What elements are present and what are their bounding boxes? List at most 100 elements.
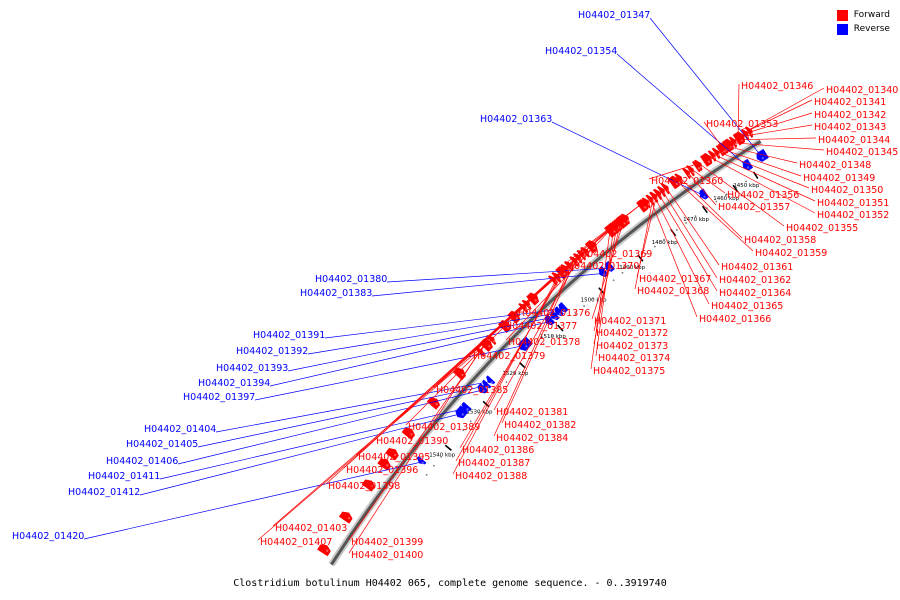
forward-gene-block-shine [394,453,397,457]
forward-gene-leader [348,344,485,554]
legend-reverse-label: Reverse [853,24,890,34]
forward-gene-shine [717,153,721,157]
forward-gene-label: H04402_01344 [818,135,890,146]
forward-gene-label: H04402_01343 [814,122,886,133]
forward-gene-leader [715,150,810,189]
forward-gene-leader [661,188,718,279]
forward-gene-label: H04402_01396 [346,465,418,476]
kbp-tick-label: 1500 kbp [581,297,607,303]
minor-tick [653,245,656,248]
forward-gene-leader [657,191,718,292]
minor-tick [715,200,718,203]
reverse-gene-leader [616,53,748,167]
forward-gene-label: H04402_01385 [436,385,508,396]
forward-gene-leader [698,162,785,227]
reverse-gene-leader [269,321,550,387]
genome-backbone [328,138,763,567]
kbp-tick-label: 1450 kbp [733,183,759,189]
reverse-gene-label: H04402_01420 [12,531,84,542]
minor-tick [440,455,442,458]
forward-gene-block [667,175,680,190]
minor-tick [685,222,688,224]
forward-gene-block [426,397,441,410]
forward-gene-block [452,367,467,381]
kbp-tick-label: 1480 kbp [652,240,678,246]
reverse-gene-label: H04402_01347 [578,10,650,21]
forward-gene-leader [648,163,697,180]
forward-gene-block-shine [563,272,566,276]
forward-gene-shine [583,255,586,258]
forward-gene-shine [723,149,726,153]
gene-labels: H04402_01347 H04402_01354 H04402_01363 H044… [12,10,898,561]
forward-gene-label: H04402_01395 [358,452,430,463]
forward-gene-label: H04402_01398 [328,481,400,492]
minor-tick [724,194,727,196]
legend: Forward Reverse [836,8,890,36]
kbp-tick [444,444,452,451]
forward-gene-shine [528,304,531,308]
forward-gene-shine [734,142,737,146]
forward-gene-leader [744,99,813,133]
genome-caption: Clostridium botulinum H04402 065, comple… [233,578,667,589]
reverse-gene-label: H04402_01397 [183,392,255,403]
minor-tick [574,312,577,315]
minor-tick [462,429,465,432]
forward-gene-leader [653,194,710,305]
forward-gene-label: H04402_01376 [518,308,590,319]
reverse-gene-shine [466,408,469,411]
forward-gene-label: H04402_01358 [744,235,816,246]
forward-gene-block-shine [370,484,373,488]
forward-gene-label: H04402_01373 [596,341,668,352]
forward-gene-label: H04402_01359 [755,248,827,259]
forward-gene-label: H04402_01357 [718,202,790,213]
forward-gene-block-shine [326,549,329,552]
reverse-gene-leader [307,312,559,355]
forward-gene-block [732,131,745,146]
forward-gene-label: H04402_01372 [596,328,668,339]
forward-gene-label: H04402_01377 [505,321,577,332]
reverse-gene-leader [139,413,462,496]
forward-gene-label: H04402_01390 [376,436,448,447]
kbp-tick [637,254,644,262]
minor-tick [497,389,500,392]
kbp-tick [701,205,708,214]
forward-gene-label: H04402_01371 [594,316,666,327]
forward-gene-block [605,223,618,237]
forward-gene-block [636,199,649,213]
minor-tick [621,271,624,274]
forward-gene-leader [348,340,488,541]
forward-gene-leader [649,197,698,318]
forward-gene-label: H04402_01361 [721,262,793,273]
forward-gene-block-shine [488,345,491,348]
forward-gene-block-shine [515,317,519,320]
forward-gene [682,167,691,180]
forward-gene-leader [748,87,825,130]
forward-gene-label: H04402_01382 [504,420,576,431]
reverse-gene-leader [177,389,483,465]
reverse-gene-shine [461,413,465,416]
reverse-gene-label: H04402_01405 [126,439,198,450]
forward-gene-leader [505,223,617,341]
forward-gene-label: H04402_01389 [408,422,480,433]
forward-gene-block-shine [347,516,351,520]
forward-gene-block [699,153,713,167]
kbp-tick-label: 1470 kbp [683,217,709,223]
forward-gene-label: H04402_01407 [260,537,332,548]
forward-gene-label: H04402_01384 [496,433,568,444]
forward-gene-label: H04402_01341 [814,97,886,108]
forward-gene-shine [627,219,630,222]
minor-tick [612,279,615,282]
reverse-gene-label: H04402_01412 [68,487,140,498]
forward-gene [707,150,717,162]
reverse-gene-label: H04402_01394 [198,378,270,389]
reverse-gene-leader [254,344,526,401]
kbp-tick-label: 1530 kbp [467,409,493,415]
forward-gene-label: H04402_01355 [786,223,858,234]
forward-gene-block-shine [623,222,626,225]
forward-gene-label: H04402_01370 [567,261,639,272]
forward-gene-label: H04402_01368 [637,286,709,297]
forward-gene-label: H04402_01369 [580,249,652,260]
forward-gene-label: H04402_01350 [811,185,883,196]
forward-gene-label: H04402_01346 [741,81,813,92]
reverse-gene [455,405,469,419]
